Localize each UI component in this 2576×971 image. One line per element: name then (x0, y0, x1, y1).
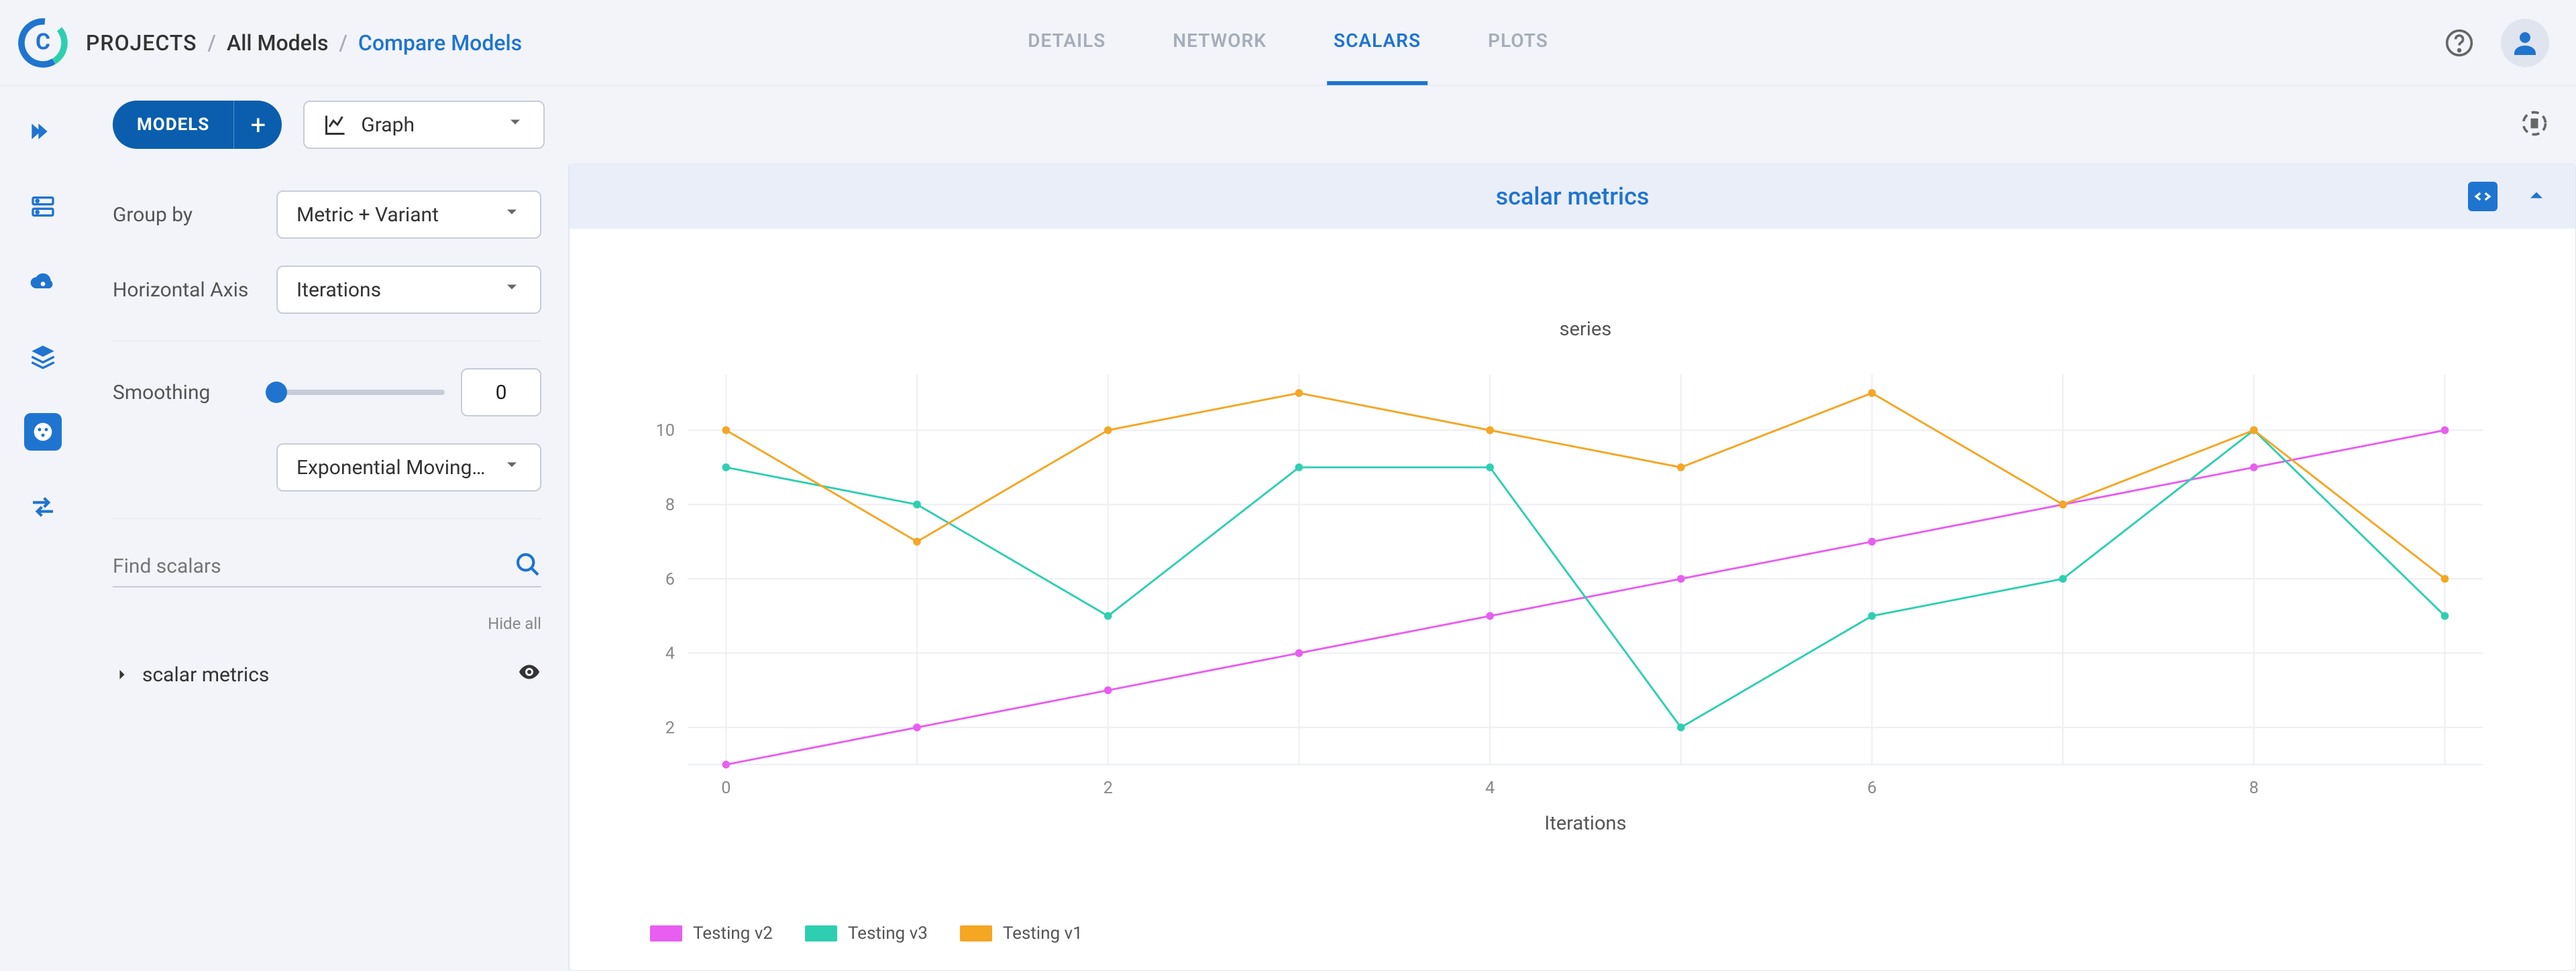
embed-code-icon[interactable] (2468, 182, 2498, 211)
settings-panel: Group by Metric + Variant Horizontal Axi… (86, 164, 569, 971)
breadcrumb: PROJECTS / All Models / Compare Models (86, 30, 522, 56)
legend-item[interactable]: Testing v3 (805, 923, 928, 944)
add-model-icon[interactable]: + (233, 101, 282, 149)
logo: C (0, 0, 86, 86)
scalar-search[interactable] (113, 546, 541, 587)
legend-item[interactable]: Testing v1 (960, 923, 1083, 944)
legend-swatch (805, 925, 837, 941)
svg-text:2: 2 (665, 719, 675, 738)
haxis-value: Iterations (297, 278, 381, 302)
nav-servers-icon[interactable] (24, 188, 62, 225)
breadcrumb-separator: / (208, 30, 216, 56)
scalar-search-input[interactable] (113, 555, 515, 578)
view-mode-select[interactable]: Graph (303, 101, 545, 149)
models-button[interactable]: MODELS + (113, 101, 282, 149)
help-icon[interactable] (2445, 28, 2474, 58)
chevron-down-icon (506, 113, 525, 137)
breadcrumb-projects[interactable]: PROJECTS (86, 30, 197, 56)
visibility-icon[interactable] (517, 660, 541, 689)
models-button-label: MODELS (113, 115, 233, 135)
nav-compare-icon[interactable] (24, 488, 62, 526)
breadcrumb-all-models[interactable]: All Models (227, 30, 328, 56)
svg-text:8: 8 (665, 496, 675, 515)
hide-all-link[interactable]: Hide all (113, 614, 541, 633)
chart-panel: scalar metrics series 2 4 6 8 10 0 2 4 6 8 Iteratio… (569, 164, 2576, 971)
group-by-select[interactable]: Metric + Variant (276, 190, 541, 239)
legend-swatch (650, 925, 682, 941)
chart-body: series 2 4 6 8 10 0 2 4 6 8 Iterations (570, 229, 2575, 923)
chart-header: scalar metrics (570, 164, 2575, 229)
chevron-right-icon (113, 665, 131, 684)
tab-details[interactable]: DETAILS (1021, 0, 1112, 85)
legend-label: Testing v3 (848, 923, 928, 944)
breadcrumb-compare[interactable]: Compare Models (358, 30, 522, 56)
nav-layers-icon[interactable] (24, 338, 62, 376)
svg-text:10: 10 (656, 421, 675, 441)
svg-text:Iterations: Iterations (1544, 812, 1626, 835)
slider-thumb[interactable] (266, 382, 287, 403)
smoothing-method-select[interactable]: Exponential Moving Av… (276, 443, 541, 492)
left-nav (0, 86, 86, 971)
svg-text:2: 2 (1104, 779, 1113, 798)
nav-collapse-icon[interactable] (24, 113, 62, 150)
svg-text:4: 4 (1485, 779, 1495, 798)
svg-text:series: series (1560, 318, 1612, 341)
svg-text:6: 6 (1867, 779, 1876, 798)
collapse-icon[interactable] (2524, 183, 2548, 210)
smoothing-method-value: Exponential Moving Av… (297, 456, 489, 479)
legend-swatch (960, 925, 992, 941)
refresh-icon[interactable] (2520, 109, 2549, 141)
nav-brain-icon[interactable] (24, 413, 62, 451)
svg-text:0: 0 (721, 779, 731, 798)
svg-text:C: C (36, 29, 50, 55)
haxis-select[interactable]: Iterations (276, 266, 541, 314)
chart-panel-title: scalar metrics (1496, 182, 1650, 211)
main-tabs: DETAILS NETWORK SCALARS PLOTS (1021, 0, 1555, 85)
smoothing-label: Smoothing (113, 381, 260, 404)
svg-text:6: 6 (665, 570, 675, 589)
line-chart: series 2 4 6 8 10 0 2 4 6 8 Iterations (610, 255, 2535, 897)
topbar: C PROJECTS / All Models / Compare Models… (0, 0, 2576, 86)
chart-legend: Testing v2 Testing v3 Testing v1 (570, 923, 2575, 970)
chevron-down-icon (502, 455, 521, 479)
tab-network[interactable]: NETWORK (1166, 0, 1273, 85)
scalar-tree-label: scalar metrics (142, 663, 269, 687)
view-mode-value: Graph (361, 113, 415, 137)
tab-scalars[interactable]: SCALARS (1327, 0, 1428, 85)
svg-text:8: 8 (2249, 779, 2259, 798)
legend-label: Testing v1 (1003, 923, 1083, 944)
tab-plots[interactable]: PLOTS (1481, 0, 1555, 85)
legend-label: Testing v2 (693, 923, 773, 944)
user-avatar[interactable] (2501, 19, 2549, 67)
svg-text:4: 4 (665, 644, 675, 664)
smoothing-input[interactable]: 0 (461, 368, 541, 416)
search-icon[interactable] (515, 551, 541, 581)
toolbar: MODELS + Graph (86, 86, 2576, 164)
haxis-label: Horizontal Axis (113, 278, 260, 302)
smoothing-slider[interactable] (276, 390, 445, 395)
nav-cloud-icon[interactable] (24, 263, 62, 300)
chevron-down-icon (502, 203, 521, 227)
group-by-value: Metric + Variant (297, 203, 439, 227)
chevron-down-icon (502, 278, 521, 302)
group-by-label: Group by (113, 203, 260, 227)
breadcrumb-separator: / (339, 30, 347, 56)
scalar-tree-item[interactable]: scalar metrics (113, 660, 541, 689)
legend-item[interactable]: Testing v2 (650, 923, 773, 944)
